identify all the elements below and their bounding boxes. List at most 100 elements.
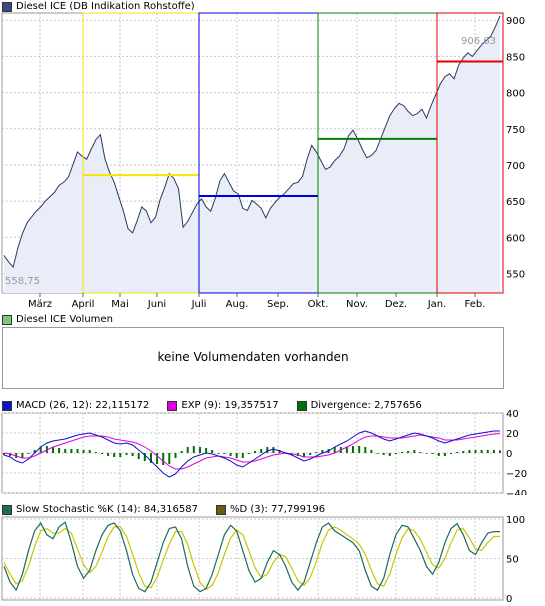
divergence-bar [186,447,189,453]
divergence-bar [345,447,348,453]
divergence-bar [101,453,103,454]
stoch-y-tick-label: 100 [506,515,525,526]
macd-line [3,430,500,478]
divergence-legend-item: Divergence: 2,757656 [296,400,422,411]
divergence-bar [125,453,128,455]
price-x-ticks: März April Mai Juni Juli Aug. Sep. Okt. Nov. Dez.… [28,293,486,310]
divergence-bar [94,452,97,453]
divergence-bar [205,448,208,453]
price-x-tick-label: Sep. [267,299,289,310]
volume-legend-label: Diesel ICE Volumen [16,314,113,325]
price-y-tick-label: 750 [506,125,525,136]
stoch-k-line [3,521,500,593]
macd-legend: MACD (26, 12): 22,115172 EXP (9): 19,357… [2,400,422,411]
divergence-bar [456,452,459,453]
divergence-bar [425,453,428,454]
divergence-bar [358,446,361,453]
stoch-k-swatch [2,504,12,515]
divergence-bar [468,450,471,453]
macd-y-tick-label: 20 [506,429,519,440]
divergence-bar [486,450,489,453]
stoch-k-legend-item: Slow Stochastic %K (14): 84,316587 [2,504,198,515]
stoch-d-legend-label: %D (3): 77,799196 [229,504,326,515]
price-x-tick-label: Juli [191,299,207,310]
price-y-tick-label: 800 [506,89,525,100]
exp-legend-item: EXP (9): 19,357517 [167,400,279,411]
divergence-bar [394,453,397,454]
divergence-legend-label: Divergence: 2,757656 [310,400,422,411]
price-legend: Diesel ICE (DB Indikation Rohstoffe) [2,1,195,12]
divergence-bars [3,446,501,465]
price-legend-label: Diesel ICE (DB Indikation Rohstoffe) [16,1,195,12]
divergence-bar [3,453,5,455]
divergence-swatch [296,400,307,411]
divergence-bar [199,447,201,453]
divergence-bar [450,453,452,454]
divergence-bar [480,450,483,453]
divergence-bar [113,453,116,457]
price-line [3,15,501,269]
divergence-bar [315,452,318,453]
price-y-tick-label: 900 [506,16,525,27]
divergence-bar [180,451,183,453]
segment-box-red [436,12,504,294]
divergence-bar [388,453,391,456]
exp-legend-label: EXP (9): 19,357517 [181,400,279,411]
divergence-bar [174,453,177,458]
divergence-bar [88,450,91,453]
macd-y-tick-label: −20 [506,469,527,480]
divergence-bar [235,453,238,458]
divergence-bar [254,451,257,453]
divergence-bar [58,448,61,453]
macd-legend-label: MACD (26, 12): 22,115172 [16,400,150,411]
volume-empty-message: keine Volumendaten vorhanden [157,350,349,364]
divergence-bar [217,453,220,454]
divergence-bar [131,453,134,456]
divergence-bar [52,447,54,453]
price-x-tick-label: Mai [111,299,129,310]
divergence-bar [419,452,422,453]
macd-chart: −40 −20 0 20 40 [1,410,527,495]
stoch-y-tick-label: 50 [506,555,519,566]
volume-legend-swatch [2,314,12,325]
stoch-y-ticks: 0 50 100 [506,515,525,604]
price-max-label: 906,63 [461,36,496,47]
price-min-label: 558,75 [5,276,40,287]
divergence-bar [382,453,385,455]
divergence-bar [260,449,263,453]
divergence-bar [70,449,73,453]
divergence-bar [119,453,122,457]
price-x-tick-label: Juni [147,299,166,310]
macd-legend-item: MACD (26, 12): 22,115172 [2,400,149,411]
price-x-tick-label: Nov. [346,299,368,310]
divergence-bar [39,447,42,453]
exp-swatch [167,400,178,411]
price-y-ticks: 550 600 650 700 750 800 850 900 [506,16,525,280]
price-x-tick-label: Jan. [427,299,447,310]
divergence-bar [333,447,336,453]
stoch-y-tick-label: 0 [506,594,512,604]
price-chart: 550 600 650 700 750 800 850 900 März April Mai Jun… [1,12,525,310]
divergence-bar [82,450,85,453]
volume-legend: Diesel ICE Volumen [2,314,113,325]
divergence-bar [76,449,79,453]
divergence-bar [137,453,140,459]
price-x-tick-label: Aug. [226,299,249,310]
divergence-bar [272,447,275,453]
divergence-bar [33,450,36,453]
divergence-bar [462,451,465,453]
divergence-bar [376,453,379,454]
divergence-bar [150,453,152,463]
divergence-bar [168,453,171,464]
price-x-tick-label: Feb. [465,299,486,310]
divergence-bar [431,453,434,454]
price-legend-swatch [2,1,12,12]
price-x-tick-label: Okt. [308,299,329,310]
macd-y-tick-label: 40 [506,410,519,420]
divergence-bar [192,446,195,453]
divergence-bar [364,447,367,453]
divergence-bar [156,453,159,464]
divergence-bar [211,450,214,453]
divergence-bar [370,450,373,453]
divergence-bar [247,453,250,454]
